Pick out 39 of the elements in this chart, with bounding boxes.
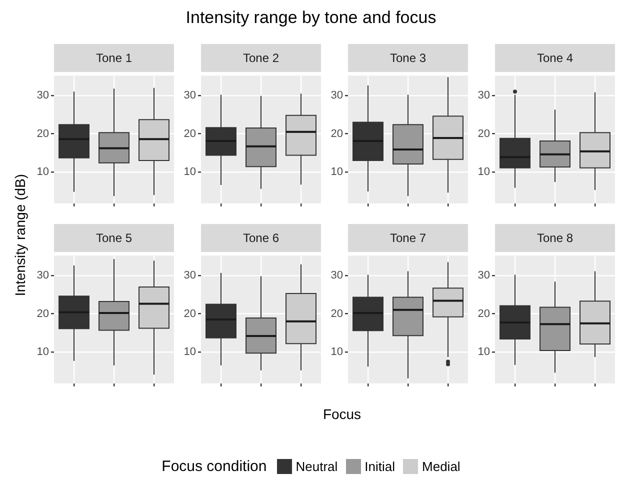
text: Intensity range by tone and focus xyxy=(184,8,438,28)
chart-title: Tone 7 xyxy=(348,224,468,252)
chart-title: Tone 1 xyxy=(54,44,174,72)
y-tick-label: 30 xyxy=(330,90,343,102)
chart-title: Tone 4 xyxy=(495,44,615,72)
y-tick-label: 30 xyxy=(184,270,196,282)
legend-label: Initial xyxy=(364,459,396,474)
y-tick-label: 30 xyxy=(36,90,49,102)
legend-title: Focus condition xyxy=(162,458,267,475)
y-tick-label: 20 xyxy=(36,128,49,140)
y-tick-label: 20 xyxy=(478,308,490,320)
chart-title: Tone 6 xyxy=(201,224,321,252)
y-tick-label: 20 xyxy=(330,128,343,140)
y-tick-label: 20 xyxy=(330,308,343,320)
y-tick-label: 10 xyxy=(478,166,490,178)
y-tick-label: 10 xyxy=(36,166,49,178)
chart-title: Tone 5 xyxy=(54,224,174,252)
y-tick-label: 30 xyxy=(330,270,343,282)
y-tick-label: 10 xyxy=(184,346,196,358)
chart-title: Tone 2 xyxy=(201,44,321,72)
y-tick-label: 30 xyxy=(36,270,49,282)
y-tick-label: 30 xyxy=(478,90,490,102)
y-tick-label: 20 xyxy=(184,308,196,320)
y-tick-label: 20 xyxy=(184,128,196,140)
y-tick-label: 30 xyxy=(184,90,196,102)
y-tick-label: 10 xyxy=(184,166,196,178)
y-tick-label: 20 xyxy=(36,308,49,320)
y-tick-label: 20 xyxy=(478,128,490,140)
legend-label: Neutral xyxy=(296,459,338,474)
legend-label: Medial xyxy=(422,459,460,474)
chart-title: Tone 8 xyxy=(495,224,615,252)
text: Focus xyxy=(322,406,362,422)
y-tick-label: 10 xyxy=(478,346,490,358)
y-tick-label: 10 xyxy=(330,346,343,358)
y-tick-label: 10 xyxy=(36,346,49,358)
y-tick-label: 30 xyxy=(478,270,490,282)
y-axis-title: Intensity range (dB) xyxy=(12,174,28,296)
chart-title: Tone 3 xyxy=(348,44,468,72)
y-tick-label: 10 xyxy=(330,166,343,178)
